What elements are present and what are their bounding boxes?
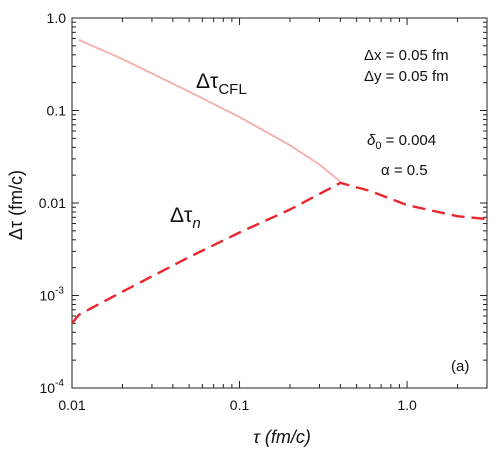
series-line-n [72, 181, 487, 325]
y-tick-label: 0.01 [39, 195, 66, 211]
series-label-n: Δτn [170, 204, 201, 232]
annotation-alpha: α = 0.5 [381, 162, 428, 179]
annotation-dx: Δx = 0.05 fm [364, 47, 449, 64]
y-tick-label: 1.0 [47, 10, 67, 26]
x-tick-label: 0.01 [58, 397, 85, 413]
x-axis-label: τ (fm/c) [253, 427, 311, 447]
series-group [72, 38, 487, 325]
series-line-cfl [78, 38, 342, 183]
annotation-dy: Δy = 0.05 fm [364, 68, 449, 85]
panel-label: (a) [451, 358, 469, 375]
y-axis-label: Δτ (fm/c) [6, 170, 26, 240]
y-tick-label: 10-4 [40, 378, 65, 396]
axis-ticks [71, 17, 488, 389]
series-label-cfl: ΔτCFL [196, 70, 247, 98]
y-tick-label: 0.1 [47, 103, 67, 119]
x-tick-label: 1.0 [397, 397, 417, 413]
x-tick-label: 0.1 [230, 397, 250, 413]
annotation-delta: δ0 = 0.004 [367, 132, 436, 152]
y-tick-label: 10-3 [40, 286, 65, 304]
axis-tick-labels: 0.01 0.1 1.0 1.0 0.1 0.01 10-3 10-4 [39, 10, 417, 413]
